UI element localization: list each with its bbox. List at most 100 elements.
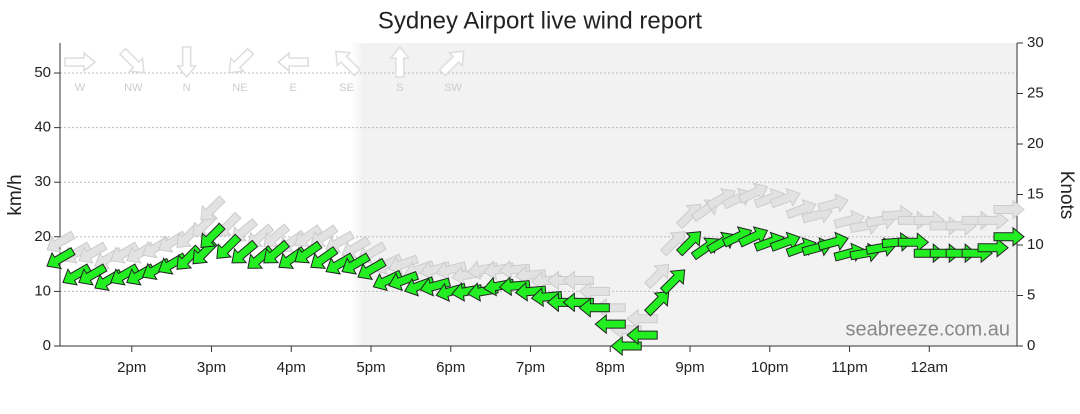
compass-arrow-shape: [176, 46, 198, 79]
compass-label: SE: [339, 82, 354, 94]
compass-label: S: [396, 82, 403, 94]
gust-arrow: [498, 259, 531, 280]
y-tick-label: 50: [34, 64, 51, 81]
compass-label: E: [290, 82, 297, 94]
wind-arrow: [419, 277, 451, 297]
compass-arrow-shape: [389, 45, 411, 78]
compass-arrow: [389, 45, 411, 78]
gust-arrow: [46, 230, 76, 253]
wind-arrow: [977, 237, 1009, 258]
gust-arrow: [263, 223, 291, 247]
gust-arrow: [578, 281, 610, 302]
wind-arrow: [659, 269, 686, 295]
watermark: seabreeze.com.au: [845, 318, 1010, 340]
x-tick-label: 2pm: [117, 359, 146, 376]
y-tick-label: 0: [43, 337, 51, 354]
x-tick-label: 10pm: [751, 359, 789, 376]
compass-label: NW: [124, 82, 143, 94]
compass-arrow: [438, 50, 465, 77]
wind-arrow: [643, 291, 670, 317]
wind-arrow: [993, 226, 1025, 247]
x-tick-label: 6pm: [436, 359, 465, 376]
gust-arrow: [294, 224, 323, 248]
y2-tick-label: 25: [1027, 84, 1044, 101]
y2-tick-label: 5: [1027, 286, 1035, 303]
compass-label: NE: [232, 82, 247, 94]
y2-axis-label: Knots: [1056, 171, 1077, 220]
y2-tick-label: 0: [1027, 337, 1035, 354]
compass-arrow-shape: [438, 50, 465, 77]
x-tick-label: 9pm: [675, 359, 704, 376]
wind-arrow: [737, 226, 769, 248]
wind-arrow: [294, 240, 323, 264]
wind-arrow: [216, 233, 242, 259]
wind-arrow: [357, 257, 387, 281]
wind-arrow: [530, 287, 563, 308]
wind-arrow: [578, 297, 610, 318]
gust-arrow: [247, 223, 275, 247]
gust-arrow: [435, 260, 467, 281]
y-tick-label: 10: [34, 282, 51, 299]
y2-tick-label: 15: [1027, 185, 1044, 202]
x-tick-label: 3pm: [197, 359, 226, 376]
gust-arrow: [78, 241, 108, 264]
compass-arrow: [176, 46, 198, 79]
gust-arrow: [341, 236, 371, 259]
gust-arrow: [388, 254, 420, 275]
compass-arrow-shape: [277, 51, 309, 73]
gust-arrow: [769, 187, 801, 209]
gust-arrow: [562, 270, 594, 291]
y-tick-label: 30: [34, 173, 51, 190]
y-axis-label: km/h: [5, 174, 26, 215]
wind-arrow: [46, 247, 76, 270]
compass-arrow-shape: [228, 47, 255, 74]
x-tick-label: 11pm: [831, 359, 867, 376]
x-tick-label: 7pm: [516, 359, 545, 376]
gust-arrow: [231, 217, 259, 242]
compass-arrow: [277, 51, 309, 73]
wind-arrow: [626, 325, 658, 346]
wind-arrow: [388, 270, 420, 292]
chart-title: Sydney Airport live wind report: [378, 7, 702, 34]
compass-arrow: [335, 50, 361, 77]
gust-arrow: [817, 193, 849, 213]
compass-arrow: [64, 51, 97, 73]
wind-arrow: [594, 314, 626, 335]
compass-arrow-shape: [335, 50, 361, 77]
gust-arrow: [200, 195, 226, 221]
wind-arrow: [231, 239, 259, 264]
wind-arrow: [514, 281, 547, 302]
compass-arrow: [118, 47, 145, 74]
gust-arrow: [626, 308, 658, 329]
gust-arrow: [514, 265, 547, 286]
wind-arrow: [817, 231, 849, 252]
x-tick-label: 8pm: [596, 359, 625, 376]
gust-arrow: [993, 199, 1025, 220]
y-tick-label: 40: [34, 119, 51, 136]
y-tick-label: 20: [34, 228, 51, 245]
x-tick-label: 4pm: [277, 359, 306, 376]
wind-arrow: [897, 232, 930, 253]
wind-arrow: [78, 263, 108, 286]
compass-arrow-shape: [64, 51, 97, 73]
wind-arrow: [263, 239, 291, 264]
gust-arrow: [737, 182, 769, 204]
compass-arrow: [228, 47, 255, 74]
compass-label: SW: [444, 82, 462, 94]
wind-arrow: [200, 222, 226, 248]
y2-tick-label: 20: [1027, 135, 1044, 152]
gust-arrow: [977, 210, 1009, 231]
gust-arrow: [643, 263, 670, 290]
compass-label: W: [75, 82, 86, 94]
gust-arrow: [659, 231, 686, 257]
x-tick-label: 12am: [911, 359, 949, 376]
wind-arrow: [310, 246, 339, 269]
y2-tick-label: 10: [1027, 236, 1044, 253]
wind-arrow: [341, 252, 371, 275]
wind-arrow: [675, 231, 702, 257]
compass-label: N: [183, 82, 191, 94]
compass-arrow-shape: [118, 47, 145, 74]
wind-arrow: [498, 276, 531, 297]
y2-tick-label: 30: [1027, 34, 1044, 51]
